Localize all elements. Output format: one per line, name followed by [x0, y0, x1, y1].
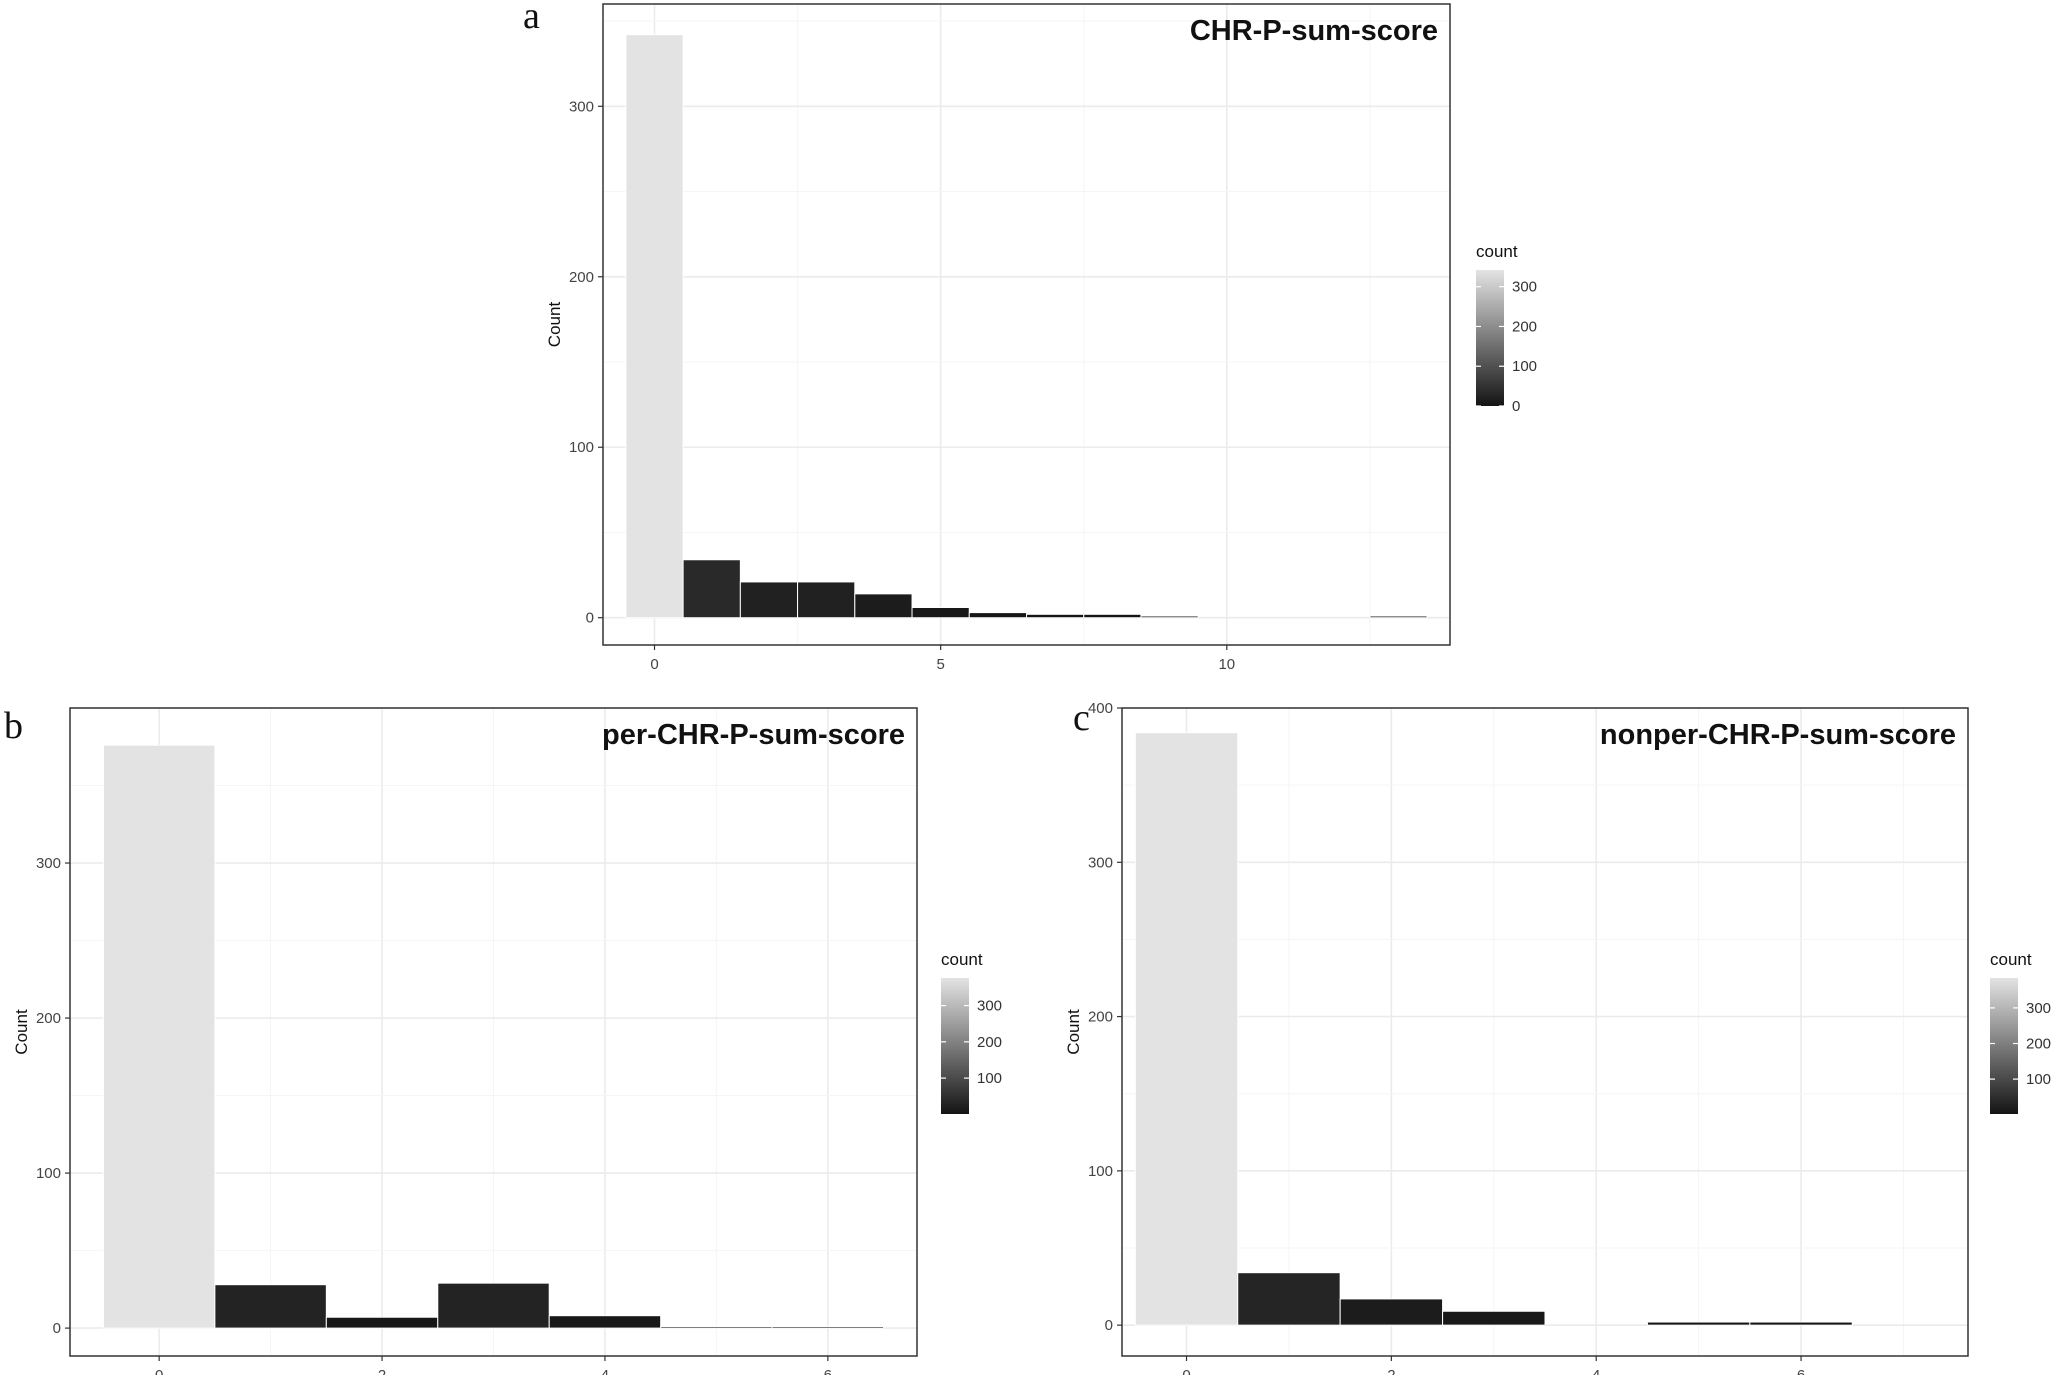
x-tick-label: 0: [155, 1367, 163, 1375]
x-tick-label: 2: [1387, 1367, 1395, 1375]
y-tick-label: 200: [1088, 1009, 1113, 1026]
legend-title: count: [1990, 950, 2032, 969]
legend-tick-label: 300: [2026, 1000, 2051, 1017]
y-tick-label: 400: [1088, 700, 1113, 717]
bar-6: [771, 1326, 885, 1329]
bars: [102, 744, 885, 1329]
bar-1: [214, 1284, 327, 1329]
bar-5: [660, 1326, 773, 1329]
bar-6: [968, 612, 1027, 619]
legend-tick-label: 200: [2026, 1036, 2051, 1053]
panel-title: per-CHR-P-sum-score: [602, 719, 905, 751]
plot-background: [603, 4, 1450, 645]
bar-5: [911, 606, 970, 619]
x-tick-label: 10: [1218, 656, 1235, 673]
legend-tick-label: 300: [1512, 279, 1537, 296]
x-tick-label: 0: [650, 656, 658, 673]
y-tick-label: 0: [586, 610, 594, 627]
legend: count 100 200 300: [1990, 950, 2051, 1114]
y-axis-title: Count: [545, 302, 564, 348]
legend-title: count: [941, 950, 983, 969]
legend-tick-label: 300: [977, 998, 1002, 1015]
bar-2: [1339, 1298, 1444, 1326]
bar-3: [437, 1282, 550, 1329]
bar-6: [1749, 1321, 1853, 1326]
x-tick-label: 5: [936, 656, 944, 673]
legend-tick-label: 200: [977, 1034, 1002, 1051]
bars: [1134, 732, 1853, 1326]
bar-3: [797, 581, 856, 619]
y-tick-label: 300: [1088, 854, 1113, 871]
legend-tick-label: 100: [977, 1070, 1002, 1087]
bar-4: [854, 593, 913, 619]
legend-title: count: [1476, 242, 1518, 261]
y-tick-label: 200: [36, 1010, 61, 1027]
x-tick-label: 4: [1592, 1367, 1600, 1375]
legend-colorbar: [1476, 270, 1504, 406]
bar-9: [1140, 615, 1199, 619]
panel-letter: a: [523, 0, 540, 37]
panel-letter: b: [4, 705, 23, 747]
y-tick-label: 300: [36, 855, 61, 872]
y-tick-label: 100: [36, 1165, 61, 1182]
panel-title: nonper-CHR-P-sum-score: [1600, 719, 1956, 751]
y-tick-label: 0: [53, 1320, 61, 1337]
legend-tick-label: 100: [1512, 358, 1537, 375]
bar-4: [548, 1315, 662, 1329]
plot-background: [1122, 708, 1968, 1356]
legend-tick-label: 0: [1512, 398, 1520, 415]
gridlines: [603, 4, 1450, 645]
panel-title: CHR-P-sum-score: [1190, 15, 1438, 47]
bar-13: [1369, 615, 1428, 619]
bar-1: [682, 559, 741, 619]
bars: [625, 34, 1428, 619]
y-tick-label: 100: [1088, 1163, 1113, 1180]
bar-7: [1026, 613, 1085, 619]
panel-c: 0 2 4 6 0 100 200 300 400 Count nonper-CHR-P-sum-s…: [1064, 697, 2051, 1375]
legend-colorbar: [941, 978, 969, 1114]
legend-tick-label: 100: [2026, 1071, 2051, 1088]
legend-tick-label: 200: [1512, 318, 1537, 335]
legend-colorbar: [1990, 978, 2018, 1114]
bar-5: [1646, 1321, 1751, 1326]
bar-3: [1442, 1310, 1546, 1326]
legend: count 0 100 200 300: [1476, 242, 1537, 415]
legend: count 100 200 300: [941, 950, 1002, 1114]
panel-a: 0 5 100100200300CountCHR-P-sum-scoreacount…: [523, 0, 1537, 673]
panel-b: 0 2 4 6 0 100 200 300 Count per-CHR-P-sum-score b c…: [4, 705, 1002, 1375]
panel-border: [1121, 707, 1969, 1357]
x-tick-label: 4: [601, 1367, 609, 1375]
y-axis-title: Count: [12, 1009, 31, 1055]
y-tick-label: 300: [569, 98, 594, 115]
y-tick-label: 200: [569, 269, 594, 286]
x-tick-label: 2: [378, 1367, 386, 1375]
x-tick-label: 0: [1182, 1367, 1190, 1375]
x-tick-label: 6: [1797, 1367, 1805, 1375]
x-tick-label: 6: [824, 1367, 832, 1375]
y-tick-label: 0: [1105, 1317, 1113, 1334]
panel-border: [602, 3, 1451, 646]
bar-0: [1134, 732, 1239, 1326]
y-axis-title: Count: [1064, 1009, 1083, 1055]
bar-0: [102, 744, 216, 1329]
panel-letter: c: [1073, 697, 1090, 739]
panel-border: [69, 707, 918, 1357]
bar-8: [1083, 613, 1142, 619]
bar-2: [325, 1316, 439, 1329]
bar-2: [739, 581, 799, 619]
bar-1: [1237, 1272, 1341, 1326]
y-tick-label: 100: [569, 439, 594, 456]
bar-0: [625, 34, 684, 619]
